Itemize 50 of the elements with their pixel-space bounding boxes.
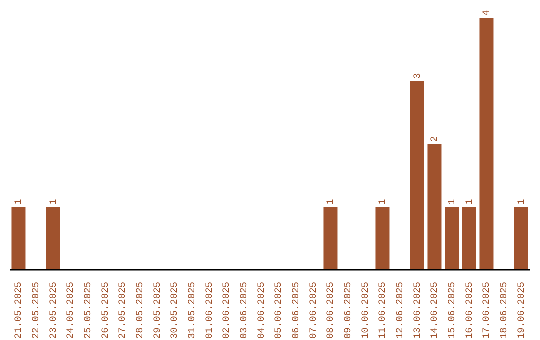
x-tick-label: 26.05.2025 <box>100 282 111 340</box>
x-tick-label: 16.06.2025 <box>464 282 475 340</box>
bar <box>410 81 424 270</box>
bar <box>514 207 528 270</box>
data-label: 1 <box>48 199 59 205</box>
x-tick-label: 08.06.2025 <box>325 282 336 340</box>
bar <box>324 207 338 270</box>
data-label: 1 <box>516 199 527 205</box>
x-tick-label: 30.05.2025 <box>169 282 180 340</box>
x-tick-label: 27.05.2025 <box>117 282 128 340</box>
x-tick-label: 10.06.2025 <box>360 282 371 340</box>
x-tick-label: 29.05.2025 <box>152 282 163 340</box>
x-tick-label: 11.06.2025 <box>377 282 388 340</box>
x-tick-label: 21.05.2025 <box>13 282 24 340</box>
bar <box>46 207 60 270</box>
data-label: 1 <box>464 199 475 205</box>
x-tick-label: 19.06.2025 <box>516 282 527 340</box>
x-tick-label: 13.06.2025 <box>412 282 423 340</box>
x-tick-label: 25.05.2025 <box>82 282 94 340</box>
bar <box>12 207 26 270</box>
x-tick-label: 22.05.2025 <box>30 282 42 340</box>
x-tick-label: 07.06.2025 <box>308 282 319 340</box>
data-label: 1 <box>13 199 24 205</box>
x-tick-label: 02.06.2025 <box>221 282 232 340</box>
x-tick-label: 12.06.2025 <box>394 282 406 340</box>
bar <box>376 207 390 270</box>
x-tick-label: 06.06.2025 <box>290 282 302 340</box>
x-tick-label: 15.06.2025 <box>446 282 458 340</box>
x-tick-label: 14.06.2025 <box>429 282 440 340</box>
bar <box>462 207 476 270</box>
data-label: 4 <box>481 10 492 16</box>
data-label: 1 <box>446 199 458 205</box>
x-tick-label: 17.06.2025 <box>481 282 492 340</box>
x-tick-label: 03.06.2025 <box>238 282 250 340</box>
x-tick-label: 04.06.2025 <box>256 282 267 340</box>
x-tick-label: 01.06.2025 <box>204 282 215 340</box>
x-tick-label: 05.06.2025 <box>273 282 284 340</box>
bar <box>480 18 494 270</box>
data-label: 1 <box>377 199 388 205</box>
x-tick-label: 18.06.2025 <box>498 282 510 340</box>
bar <box>445 207 460 270</box>
data-label: 3 <box>412 73 423 79</box>
x-tick-label: 24.05.2025 <box>65 282 76 340</box>
x-tick-label: 23.05.2025 <box>48 282 59 340</box>
x-tick-label: 09.06.2025 <box>342 282 354 340</box>
data-label: 2 <box>429 136 440 142</box>
bar <box>428 144 442 270</box>
data-label: 1 <box>325 199 336 205</box>
x-tick-label: 28.05.2025 <box>134 282 146 340</box>
x-tick-label: 31.05.2025 <box>186 282 198 340</box>
